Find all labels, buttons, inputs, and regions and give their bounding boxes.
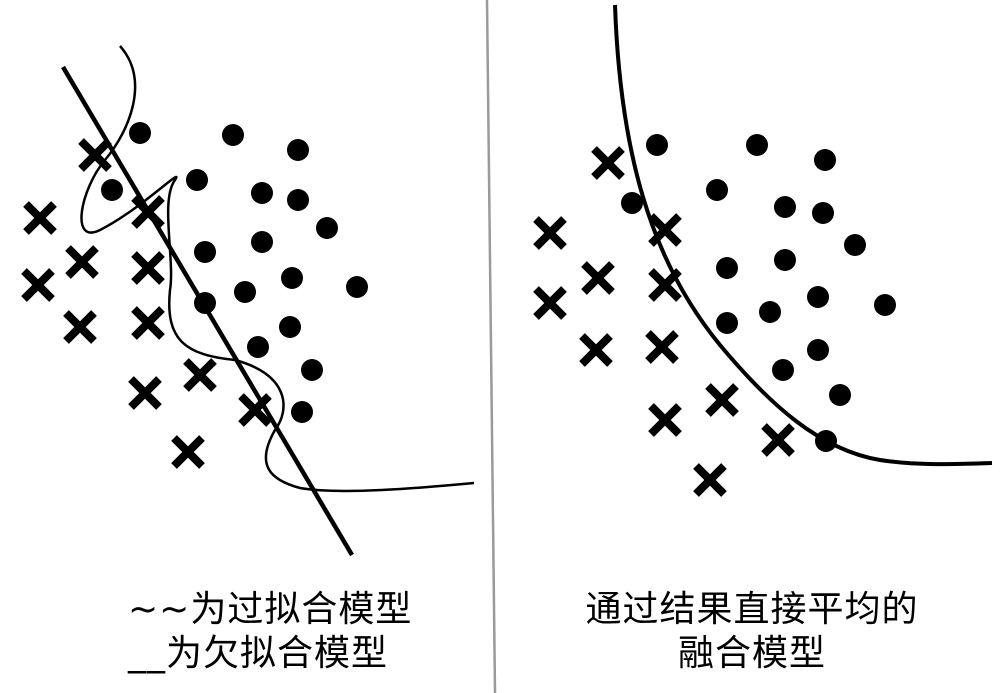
dot-marker (774, 196, 796, 218)
dot-marker (301, 359, 323, 381)
cross-marker (533, 286, 567, 320)
dot-marker (844, 234, 866, 256)
cross-marker (63, 310, 97, 344)
dot-marker (222, 124, 244, 146)
cross-marker (761, 423, 795, 457)
right-panel (533, 4, 993, 497)
cross-marker (648, 268, 682, 302)
overfit-legend-text: ~~为过拟合模型 (128, 589, 413, 630)
dot-marker (194, 292, 216, 314)
dot-marker (251, 182, 273, 204)
dot-marker (807, 339, 829, 361)
dot-marker (759, 301, 781, 323)
dot-marker (774, 249, 796, 271)
dot-marker (346, 276, 368, 298)
dot-marker (251, 231, 273, 253)
cross-marker (131, 251, 165, 285)
cross-marker (131, 306, 165, 340)
left-cross-markers (21, 138, 272, 469)
left-caption: ~~为过拟合模型 __为欠拟合模型 (128, 588, 412, 676)
cross-marker (23, 201, 57, 235)
cross-marker (648, 213, 682, 247)
right-caption: 通过结果直接平均的 融合模型 (500, 588, 1004, 676)
cross-marker (78, 138, 112, 172)
dot-marker (716, 257, 738, 279)
dot-marker (829, 384, 851, 406)
dot-marker (194, 241, 216, 263)
dot-marker (706, 179, 728, 201)
dot-marker (746, 134, 768, 156)
cross-marker (183, 358, 217, 392)
left-panel (21, 45, 475, 557)
right-cross-markers (533, 146, 795, 497)
dot-marker (874, 294, 896, 316)
right-dot-markers (621, 134, 896, 452)
fused-caption-line1: 通过结果直接平均的 (585, 589, 919, 630)
dot-marker (287, 189, 309, 211)
dot-marker (279, 316, 301, 338)
left-dot-markers (101, 122, 368, 423)
dot-marker (772, 359, 794, 381)
dot-marker (186, 169, 208, 191)
dot-marker (815, 430, 837, 452)
overfit-curve (80, 45, 475, 493)
cross-marker (591, 146, 625, 180)
cross-marker (131, 195, 165, 229)
dot-marker (287, 139, 309, 161)
cross-marker (171, 435, 205, 469)
cross-marker (533, 216, 567, 250)
dot-marker (716, 312, 738, 334)
cross-marker (128, 376, 162, 410)
underfit-legend-text: __为欠拟合模型 (128, 633, 389, 674)
cross-marker (705, 383, 739, 417)
dot-marker (247, 336, 269, 358)
dot-marker (807, 286, 829, 308)
panel-divider (485, 0, 497, 693)
dot-marker (646, 134, 668, 156)
fused-caption-line2: 融合模型 (677, 633, 826, 674)
dot-marker (814, 149, 836, 171)
dot-marker (621, 192, 643, 214)
cross-marker (581, 261, 615, 295)
dot-marker (101, 179, 123, 201)
cross-marker (645, 330, 679, 364)
cross-marker (648, 403, 682, 437)
cross-marker (65, 245, 99, 279)
dot-marker (316, 217, 338, 239)
dot-marker (291, 401, 313, 423)
cross-marker (21, 268, 55, 302)
fused-model-curve (613, 4, 993, 467)
dot-marker (234, 281, 256, 303)
cross-marker (579, 333, 613, 367)
cross-marker (238, 393, 272, 427)
dot-marker (281, 267, 303, 289)
dot-marker (812, 202, 834, 224)
dot-marker (129, 122, 151, 144)
cross-marker (693, 463, 727, 497)
